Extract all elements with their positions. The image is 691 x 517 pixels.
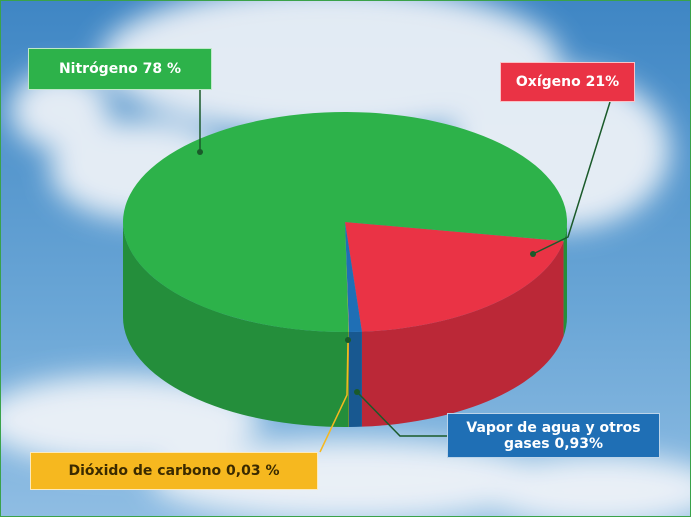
data-label: Dióxido de carbono 0,03 % xyxy=(30,452,318,490)
callout-dot xyxy=(197,149,203,155)
callout-dot xyxy=(530,251,536,257)
chart: Nitrógeno 78 % Oxígeno 21% Vapor de agua y… xyxy=(0,0,691,517)
data-label: Nitrógeno 78 % xyxy=(28,48,212,90)
data-label: Oxígeno 21% xyxy=(500,62,635,102)
data-label: Vapor de agua y otros gases 0,93% xyxy=(447,413,660,458)
callout-dot xyxy=(345,337,351,343)
pie-tops xyxy=(123,112,567,332)
callout-dot xyxy=(354,389,360,395)
side-shade xyxy=(349,332,362,427)
